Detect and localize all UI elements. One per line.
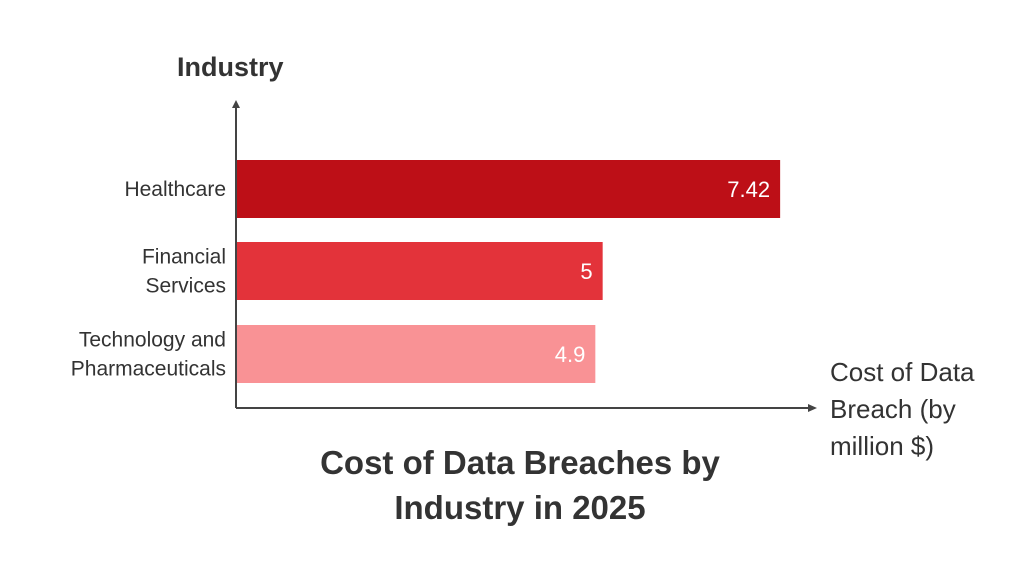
category-label: Healthcare: [124, 178, 226, 201]
bar-value-label: 7.42: [727, 177, 770, 202]
chart-title: Cost of Data Breaches by Industry in 202…: [320, 444, 720, 526]
y-axis-title: Industry: [177, 52, 284, 82]
x-axis-arrow-icon: [808, 404, 817, 412]
category-label: Pharmaceuticals: [71, 358, 226, 381]
y-axis-arrow-icon: [232, 100, 240, 108]
x-axis-title: Cost of Data Breach (by million $): [830, 357, 975, 461]
bar-value-label: 4.9: [555, 342, 586, 367]
bar: [236, 325, 596, 383]
category-label: Technology and: [79, 329, 226, 352]
bar-value-label: 5: [580, 259, 592, 284]
category-label: Services: [145, 275, 226, 298]
bar: [236, 160, 781, 218]
bar: [236, 242, 603, 300]
category-label: Financial: [142, 246, 226, 269]
